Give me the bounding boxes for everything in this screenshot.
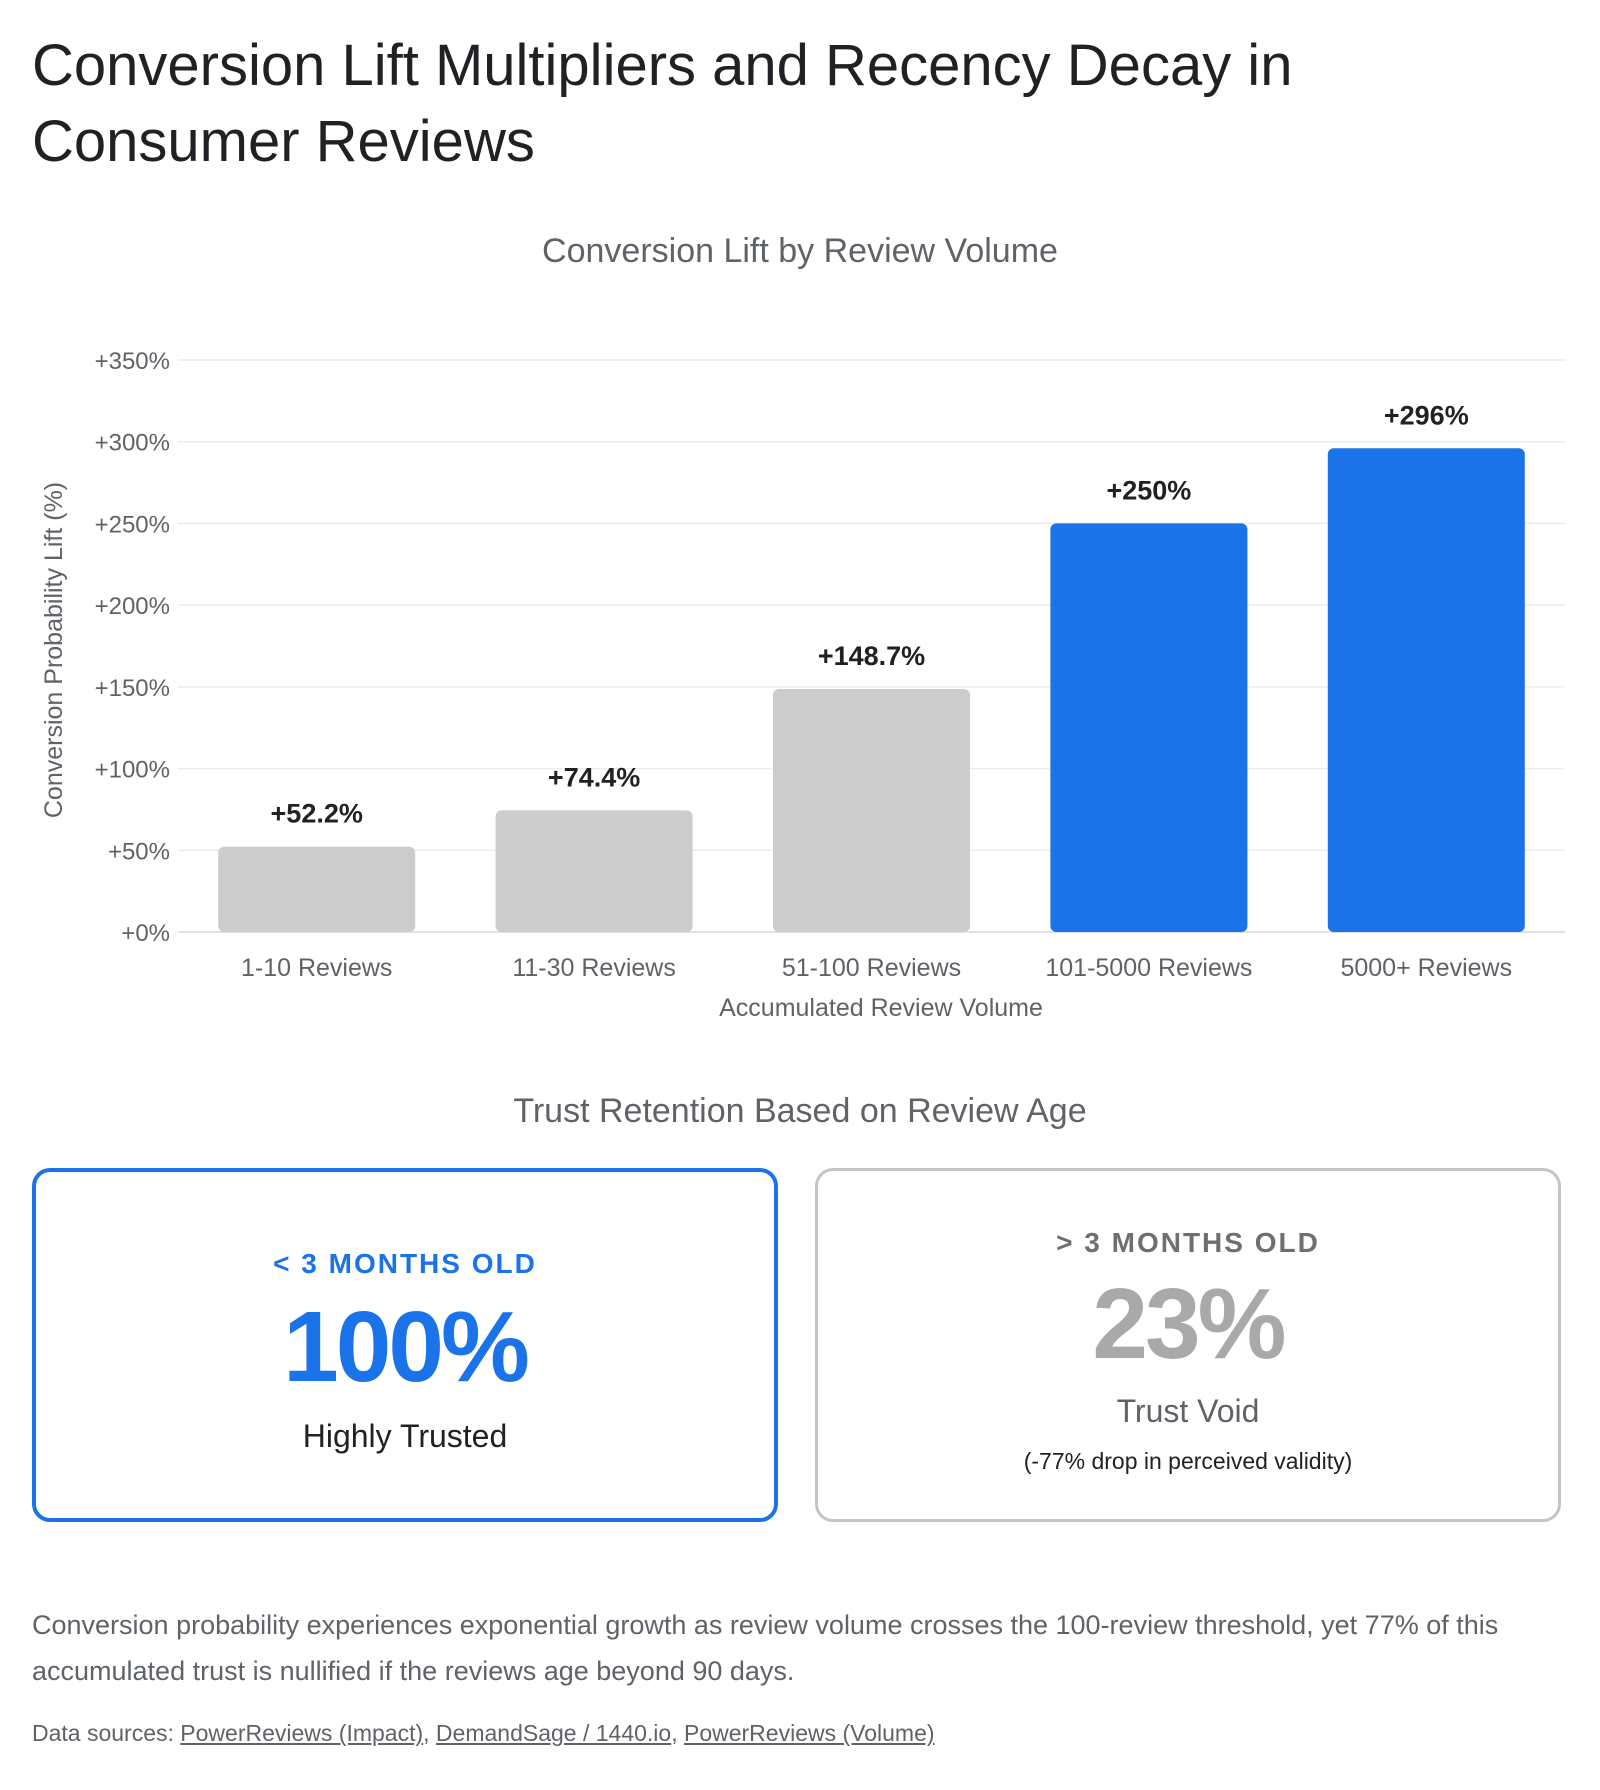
old-trust-note: (-77% drop in perceived validity) xyxy=(1023,1448,1353,1474)
recent-trust-description: Highly Trusted xyxy=(302,1418,508,1454)
x-tick-label: 101-5000 Reviews xyxy=(1045,954,1252,982)
page-title: Conversion Lift Multipliers and Recency … xyxy=(32,33,1293,174)
data-label: +74.4% xyxy=(548,762,640,792)
y-tick-label: +0% xyxy=(121,920,170,947)
data-label: +148.7% xyxy=(818,641,925,671)
data-label: +296% xyxy=(1384,400,1469,430)
bar-chart: +0% +50% +100% +150% +200% +250% +300% +350% +5… xyxy=(40,348,1565,1022)
recent-trust-value: 100% xyxy=(283,1291,530,1403)
bar xyxy=(495,810,693,932)
data-label: +52.2% xyxy=(271,799,363,829)
bar xyxy=(1327,448,1525,932)
y-axis-label: Conversion Probability Lift (%) xyxy=(40,482,68,818)
x-tick-label: 5000+ Reviews xyxy=(1340,954,1512,982)
y-tick-label: +150% xyxy=(95,675,170,702)
recent-reviews-card: < 3 MONTHS OLD 100% Highly Trusted xyxy=(32,1168,778,1522)
x-tick-labels: 1-10 Reviews 11-30 Reviews 51-100 Reviews 1… xyxy=(241,954,1512,982)
summary-text: Conversion probability experiences expon… xyxy=(32,1610,1499,1686)
source-link-demandsage[interactable]: DemandSage / 1440.io xyxy=(435,1720,672,1746)
bar xyxy=(1050,523,1248,932)
recent-age-label: < 3 MONTHS OLD xyxy=(273,1248,537,1279)
y-tick-label: +200% xyxy=(95,593,170,620)
data-label: +250% xyxy=(1106,475,1191,505)
sources-prefix: Data sources: xyxy=(32,1720,174,1746)
y-tick-labels: +0% +50% +100% +150% +200% +250% +300% +350% xyxy=(95,348,170,947)
old-trust-description: Trust Void xyxy=(1116,1393,1260,1429)
source-link-powerreviews-volume[interactable]: PowerReviews (Volume) xyxy=(683,1720,935,1746)
y-tick-label: +350% xyxy=(95,348,170,375)
y-tick-label: +100% xyxy=(95,757,170,784)
bars xyxy=(218,448,1525,932)
data-labels: +52.2% +74.4% +148.7% +250% +296% xyxy=(271,400,1469,828)
old-reviews-card: > 3 MONTHS OLD 23% Trust Void (-77% drop… xyxy=(815,1168,1561,1522)
bar xyxy=(218,846,416,932)
bar xyxy=(773,688,970,932)
chart-title: Conversion Lift by Review Volume xyxy=(542,232,1058,270)
trust-section-title: Trust Retention Based on Review Age xyxy=(513,1092,1087,1130)
y-tick-label: +250% xyxy=(95,511,170,538)
x-tick-label: 51-100 Reviews xyxy=(782,954,961,982)
source-link-powerreviews-impact[interactable]: PowerReviews (Impact) xyxy=(180,1720,424,1746)
y-tick-label: +50% xyxy=(108,838,170,865)
old-age-label: > 3 MONTHS OLD xyxy=(1056,1227,1320,1258)
y-tick-label: +300% xyxy=(95,430,170,457)
data-sources: Data sources: PowerReviews (Impact), Dem… xyxy=(32,1720,935,1746)
x-axis-label: Accumulated Review Volume xyxy=(719,994,1043,1022)
x-tick-label: 1-10 Reviews xyxy=(241,954,392,982)
old-trust-value: 23% xyxy=(1092,1268,1286,1380)
x-tick-label: 11-30 Reviews xyxy=(512,954,676,982)
